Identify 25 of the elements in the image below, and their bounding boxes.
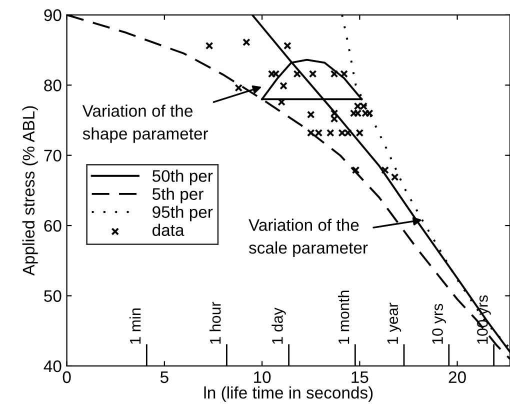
y-tick-label: 60 [44,220,62,232]
y-tick-label: 70 [44,150,62,162]
ref-line-label: 1 hour [210,302,221,344]
x-axis-title: ln (life time in seconds) [204,386,373,402]
x-tick-label: 10 [254,371,271,384]
ref-line-label: 10 yrs [432,304,446,344]
x-tick-label: 20 [448,371,466,384]
ref-line-label: 1 day [272,308,286,344]
y-axis-title: Applied stress (% ABL) [22,106,38,276]
x-tick-label: 5 [160,371,168,384]
y-tick-label: 40 [44,360,62,372]
x-tick-label: 0 [62,371,71,384]
legend-label: 50th per [152,170,213,186]
x-tick-label: 15 [352,371,368,384]
ref-line-label: 1 year [387,302,402,344]
legend-label: 95th per [152,206,213,222]
annotation: Variation of the scale parameter [248,218,368,257]
y-tick-label: 50 [44,290,62,302]
ref-line-label: 1 month [338,290,350,344]
y-tick-label: 80 [44,80,62,92]
legend-label: data [152,224,184,236]
y-tick-label: 90 [44,9,62,22]
annotation: Variation of the shape parameter [82,104,208,143]
legend-label: 5th per [152,188,204,204]
ref-line-label: 1 min [129,308,141,344]
